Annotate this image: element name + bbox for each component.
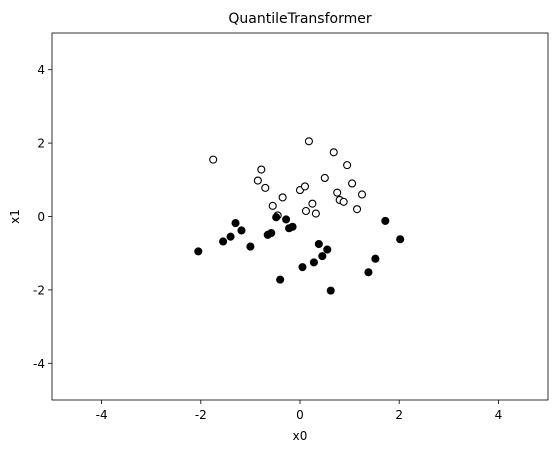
open-point xyxy=(210,156,217,163)
filled-point xyxy=(319,253,326,260)
y-tick-label: 4 xyxy=(37,63,45,77)
open-point xyxy=(359,191,366,198)
x-tick-label: 4 xyxy=(495,408,503,422)
y-axis-label: x1 xyxy=(8,209,22,224)
filled-point xyxy=(273,214,280,221)
open-point xyxy=(269,202,276,209)
y-tick-label: 0 xyxy=(37,210,45,224)
open-point xyxy=(254,177,261,184)
open-point xyxy=(349,180,356,187)
x-tick-label: 2 xyxy=(395,408,403,422)
open-point xyxy=(354,206,361,213)
open-point xyxy=(344,162,351,169)
filled-point xyxy=(220,238,227,245)
filled-point xyxy=(310,259,317,266)
y-tick-label: -2 xyxy=(33,283,45,297)
filled-point xyxy=(382,217,389,224)
open-point xyxy=(301,183,308,190)
y-tick-label: 2 xyxy=(37,137,45,151)
open-point xyxy=(340,198,347,205)
filled-point xyxy=(283,216,290,223)
open-point xyxy=(312,210,319,217)
filled-point xyxy=(365,269,372,276)
filled-point xyxy=(227,233,234,240)
x-tick-label: -4 xyxy=(96,408,108,422)
open-point xyxy=(321,174,328,181)
filled-point xyxy=(372,255,379,262)
x-axis-ticks: -4 -2 0 2 4 xyxy=(96,400,503,422)
x-tick-label: 0 xyxy=(296,408,304,422)
x-tick-label: -2 xyxy=(195,408,207,422)
filled-point xyxy=(277,276,284,283)
y-tick-label: -4 xyxy=(33,357,45,371)
filled-point xyxy=(195,248,202,255)
open-point xyxy=(309,200,316,207)
filled-point xyxy=(232,220,239,227)
filled-point xyxy=(327,287,334,294)
x-axis-label: x0 xyxy=(293,429,308,443)
open-point xyxy=(334,189,341,196)
open-point xyxy=(330,149,337,156)
open-point xyxy=(279,194,286,201)
plot-background xyxy=(52,33,548,400)
open-point xyxy=(258,166,265,173)
filled-point xyxy=(315,241,322,248)
filled-point xyxy=(247,243,254,250)
y-axis-ticks: -4 -2 0 2 4 xyxy=(33,63,52,371)
open-point xyxy=(262,184,269,191)
filled-point xyxy=(299,264,306,271)
filled-point xyxy=(324,246,331,253)
filled-point xyxy=(397,236,404,243)
filled-point xyxy=(268,230,275,237)
chart-title: QuantileTransformer xyxy=(228,11,371,27)
filled-point xyxy=(238,227,245,234)
filled-point xyxy=(289,223,296,230)
open-point xyxy=(305,138,312,145)
open-point xyxy=(302,207,309,214)
